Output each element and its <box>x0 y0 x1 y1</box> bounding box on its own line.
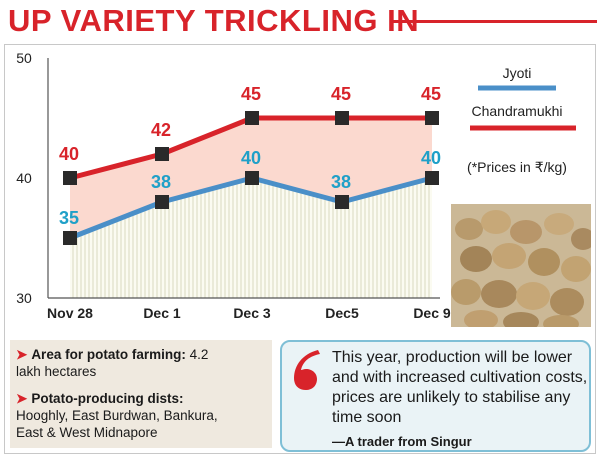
area-fact: ➤ Area for potato farming: 4.2 <box>16 346 208 363</box>
x-tick-label: Nov 28 <box>47 305 93 321</box>
facts-box: ➤ Area for potato farming: 4.2 lakh hecta… <box>10 340 272 448</box>
potatoes-photo <box>451 204 591 327</box>
data-point <box>155 195 169 209</box>
data-label: 40 <box>241 148 261 168</box>
data-label: 38 <box>331 172 351 192</box>
data-point <box>245 111 259 125</box>
y-tick-label: 40 <box>16 170 32 186</box>
x-tick-label: Dec 3 <box>233 305 271 321</box>
data-label: 40 <box>421 148 441 168</box>
y-tick-label: 30 <box>16 290 32 306</box>
data-point <box>155 147 169 161</box>
price-unit-note: (*Prices in ₹/kg) <box>467 159 567 175</box>
x-tick-label: Dec 9 <box>413 305 451 321</box>
data-point <box>425 171 439 185</box>
dists-line-2: East & West Midnapore <box>16 425 158 440</box>
dists-fact: ➤ Potato-producing dists: <box>16 390 184 407</box>
quote-mark-icon <box>294 350 320 390</box>
data-point <box>63 171 77 185</box>
quote-text: This year, production will be lower and … <box>332 349 588 426</box>
legend-jyoti-label: Jyoti <box>503 65 532 81</box>
x-tick-label: Dec 1 <box>143 305 181 321</box>
dists-line-1: Hooghly, East Burdwan, Bankura, <box>16 408 218 423</box>
arrow-icon: ➤ <box>16 347 28 362</box>
data-label: 45 <box>421 84 441 104</box>
arrow-icon: ➤ <box>16 391 28 406</box>
data-label: 45 <box>331 84 351 104</box>
data-point <box>335 195 349 209</box>
area-value: 4.2 <box>189 347 209 362</box>
quote-box: This year, production will be lower and … <box>280 340 591 452</box>
data-label: 42 <box>151 120 171 140</box>
data-point <box>335 111 349 125</box>
quote-source: —A trader from Singur <box>332 434 472 449</box>
data-label: 40 <box>59 144 79 164</box>
data-label: 45 <box>241 84 261 104</box>
data-point <box>63 231 77 245</box>
dists-label: Potato-producing dists: <box>31 391 184 406</box>
data-label: 35 <box>59 208 79 228</box>
y-tick-label: 50 <box>16 50 32 66</box>
legend-chandramukhi-label: Chandramukhi <box>471 103 562 119</box>
data-point <box>425 111 439 125</box>
headline-rule <box>392 20 597 23</box>
price-line-chart: 35 38 40 38 40 40 42 45 45 45 50 40 30 Nov 28 Dec 1 De… <box>16 50 576 321</box>
area-unit: lakh hectares <box>16 364 97 379</box>
x-tick-label: Dec5 <box>325 305 359 321</box>
data-label: 38 <box>151 172 171 192</box>
headline: UP VARIETY TRICKLING IN <box>8 3 420 38</box>
area-label: Area for potato farming: <box>31 347 186 362</box>
potatoes-illustration <box>451 204 591 327</box>
data-point <box>245 171 259 185</box>
